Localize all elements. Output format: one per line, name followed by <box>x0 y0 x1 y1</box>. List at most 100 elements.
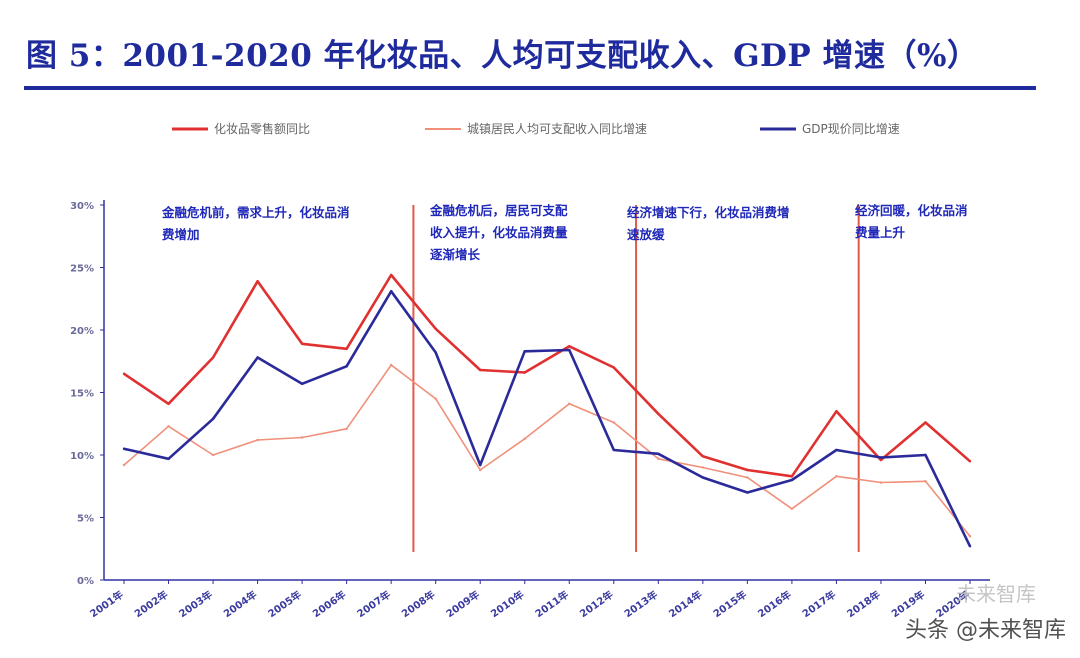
data-point-income <box>835 475 838 478</box>
x-tick-label: 2002年 <box>132 588 170 620</box>
data-point-cosmetics <box>568 345 571 348</box>
data-point-income <box>434 397 437 400</box>
x-tick-label: 2014年 <box>666 588 704 620</box>
data-point-income <box>924 480 927 483</box>
y-tick-label: 0% <box>77 576 94 587</box>
watermark-account: 头条 @未来智库 <box>905 618 1066 643</box>
data-point-income <box>746 476 749 479</box>
data-point-income <box>657 457 660 460</box>
x-tick-label: 2007年 <box>354 588 392 620</box>
phase-annotation-4: 经济回暖，化妆品消费量上升 <box>855 203 968 240</box>
series-line-gdp <box>123 289 972 547</box>
x-tick-label: 2001年 <box>87 588 125 620</box>
data-point-cosmetics <box>657 412 660 415</box>
y-tick-label: 10% <box>70 451 94 462</box>
data-point-cosmetics <box>122 372 126 375</box>
phase-annotation-3: 经济增速下行，化妆品消费增速放缓 <box>627 205 790 242</box>
series-line-income <box>123 364 971 537</box>
legend-label-income: 城镇居民人均可支配收入同比增速 <box>467 122 647 136</box>
x-tick-label: 2011年 <box>533 588 571 620</box>
data-point-income <box>879 481 883 484</box>
x-tick-label: 2009年 <box>443 588 481 620</box>
data-point-cosmetics <box>211 356 215 359</box>
data-point-cosmetics <box>256 280 259 283</box>
data-point-gdp <box>434 351 437 354</box>
data-point-income <box>167 425 170 428</box>
x-tick-label: 2015年 <box>711 588 749 620</box>
data-point-gdp <box>345 365 348 368</box>
data-point-cosmetics <box>612 366 615 369</box>
data-point-gdp <box>968 545 972 548</box>
data-point-cosmetics <box>835 410 838 413</box>
x-tick-label: 2013年 <box>622 588 660 620</box>
data-point-gdp <box>211 417 215 420</box>
data-point-income <box>523 437 526 440</box>
data-point-cosmetics <box>167 402 170 405</box>
data-point-cosmetics <box>924 421 927 424</box>
data-point-income <box>211 453 215 457</box>
data-point-gdp <box>167 457 170 460</box>
data-point-gdp <box>790 478 794 482</box>
y-tick-label: 15% <box>70 389 94 400</box>
data-point-cosmetics <box>523 371 526 374</box>
data-point-gdp <box>122 447 126 450</box>
x-tick-label: 2006年 <box>310 588 348 620</box>
x-tick-label: 2010年 <box>488 588 526 620</box>
x-tick-label: 2003年 <box>176 588 214 620</box>
data-point-income <box>256 438 259 442</box>
chart-title: 图 5：2001-2020 年化妆品、人均可支配收入、GDP 增速（%） <box>26 38 979 74</box>
data-point-gdp <box>256 356 259 359</box>
data-point-income <box>300 436 304 439</box>
data-point-income <box>389 363 393 367</box>
data-point-cosmetics <box>434 327 437 330</box>
data-point-income <box>479 468 482 472</box>
data-point-cosmetics <box>389 273 393 277</box>
data-point-gdp <box>701 476 705 479</box>
data-point-gdp <box>746 491 749 494</box>
x-tick-label: 2017年 <box>800 588 838 620</box>
data-point-income <box>701 466 705 469</box>
y-tick-label: 20% <box>70 326 94 337</box>
data-point-gdp <box>568 348 571 352</box>
phase-annotation-2: 金融危机后，居民可支配收入提升，化妆品消费量逐渐增长 <box>429 203 568 262</box>
watermark: 未来智库 头条 @未来智库 <box>905 582 1066 644</box>
data-point-cosmetics <box>790 475 794 478</box>
x-tick-label: 2008年 <box>399 588 437 620</box>
data-point-cosmetics <box>345 347 348 350</box>
data-point-income <box>968 535 972 538</box>
x-tick-label: 2004年 <box>221 588 259 620</box>
data-point-income <box>122 463 126 467</box>
data-point-gdp <box>389 290 393 293</box>
data-point-cosmetics <box>968 460 972 463</box>
data-point-gdp <box>612 448 615 452</box>
series-line-cosmetics <box>123 273 971 478</box>
data-point-gdp <box>879 456 883 459</box>
data-point-gdp <box>835 448 838 452</box>
phase-annotation-1: 金融危机前，需求上升，化妆品消费增加 <box>161 205 350 242</box>
data-point-cosmetics <box>879 458 883 462</box>
data-point-gdp <box>523 350 526 353</box>
data-point-cosmetics <box>300 342 304 345</box>
data-point-gdp <box>300 382 304 385</box>
y-tick-label: 30% <box>70 201 94 212</box>
x-tick-label: 2005年 <box>265 588 303 620</box>
data-point-income <box>345 427 348 430</box>
y-tick-label: 5% <box>77 514 94 525</box>
legend-label-gdp: GDP现价同比增速 <box>802 122 900 136</box>
data-point-gdp <box>657 452 660 455</box>
watermark-brand: 未来智库 <box>956 582 1036 606</box>
title-underline <box>24 86 1036 90</box>
data-point-gdp <box>479 463 482 467</box>
data-point-income <box>568 402 571 405</box>
x-tick-label: 2018年 <box>844 588 882 620</box>
data-point-gdp <box>924 453 927 457</box>
data-point-cosmetics <box>746 468 749 472</box>
data-point-income <box>612 421 615 424</box>
data-point-income <box>790 507 794 510</box>
x-tick-label: 2012年 <box>577 588 615 620</box>
x-tick-label: 2016年 <box>755 588 793 620</box>
data-point-cosmetics <box>479 368 482 372</box>
y-tick-label: 25% <box>70 264 94 275</box>
data-point-cosmetics <box>701 455 705 458</box>
